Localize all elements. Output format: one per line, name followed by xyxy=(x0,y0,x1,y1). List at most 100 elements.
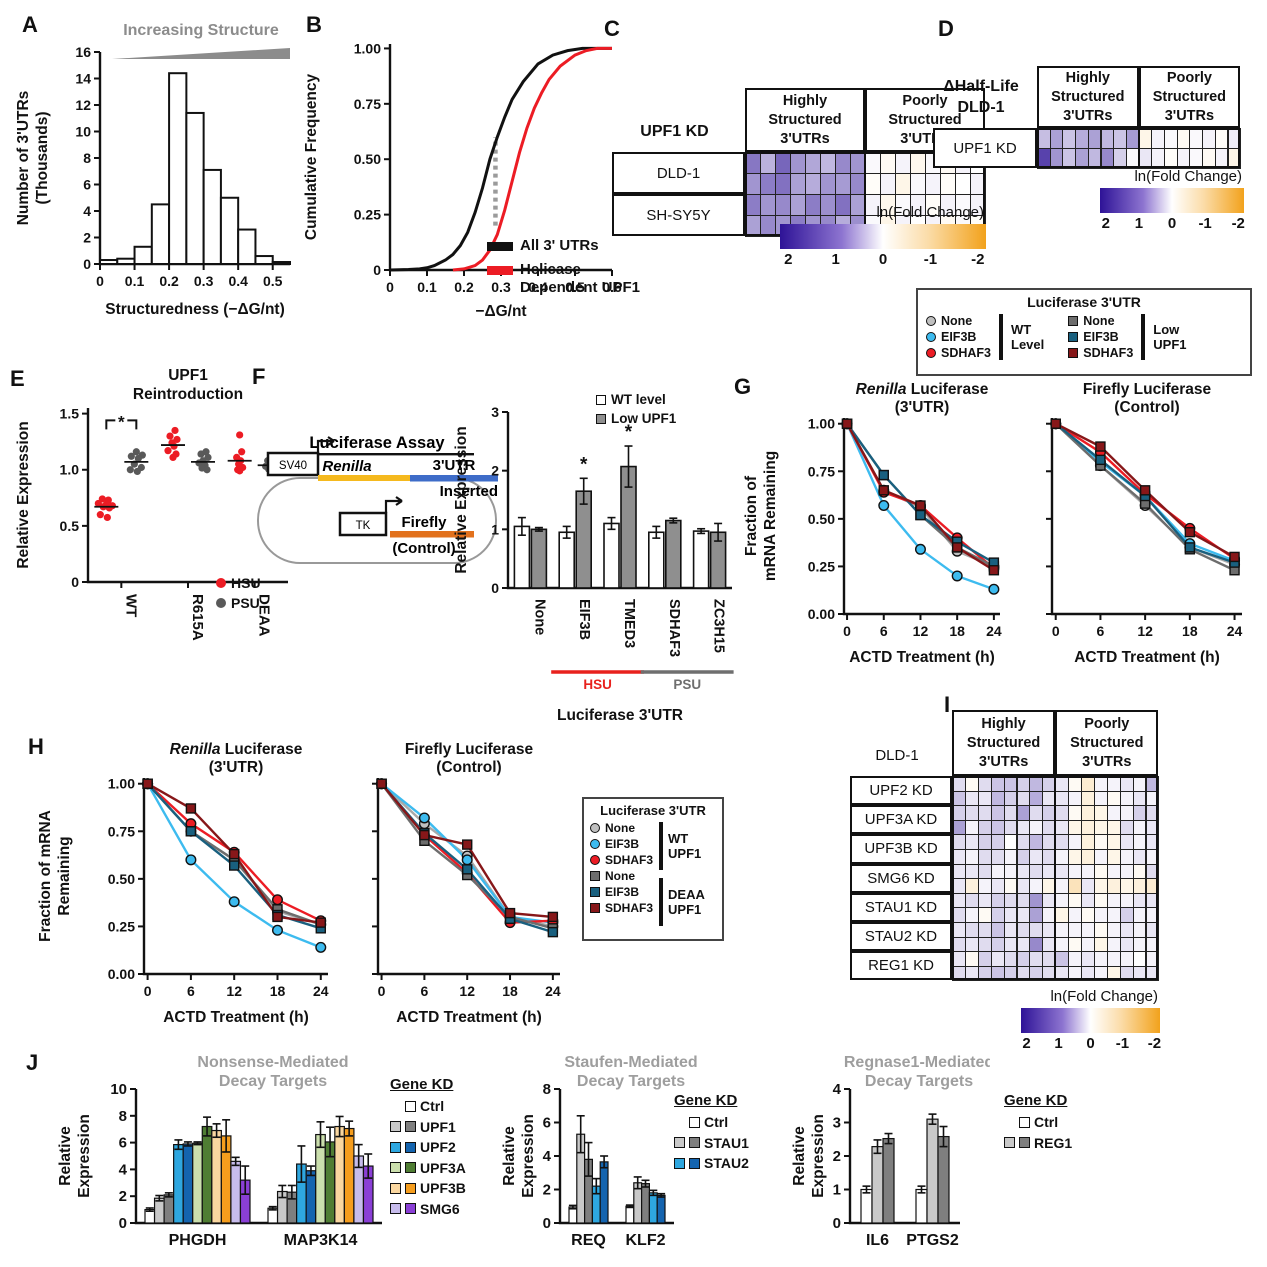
heatmap-cell xyxy=(1081,849,1095,865)
heatmap-cell xyxy=(1055,790,1070,807)
y-axis-label: Cumulative Frequency xyxy=(303,74,320,241)
y-tick-label: 3 xyxy=(833,1115,841,1132)
heatmap-cell xyxy=(1119,819,1134,836)
x-axis-label: Luciferase 3'UTR xyxy=(557,707,683,724)
heatmap-cell xyxy=(1093,849,1108,865)
heatmap-cell xyxy=(1055,776,1070,792)
regnase-targets-bars: 0 1 2 3 4 Relative Expression Regnase1-Mediated… xyxy=(791,1055,990,1249)
heatmap-cell xyxy=(1016,834,1031,850)
heatmap-cell xyxy=(990,878,1005,894)
y-tick-label: 10 xyxy=(75,124,91,140)
data-point xyxy=(103,513,111,522)
panel-c-letter: C xyxy=(604,16,620,41)
heatmap-cell xyxy=(745,215,761,237)
heatmap-cell xyxy=(1081,776,1095,792)
heatmap-cell xyxy=(1003,907,1018,923)
heatmap-cell xyxy=(1189,148,1204,169)
x-tick-label: 0 xyxy=(843,623,851,639)
heatmap-cell xyxy=(1093,892,1108,909)
heatmap-cell xyxy=(805,173,821,195)
heatmap-cell xyxy=(775,152,791,174)
heatmap-cell xyxy=(1113,148,1127,169)
y-axis-label: (Thousands) xyxy=(34,112,51,205)
heatmap-cell xyxy=(977,922,992,938)
data-point xyxy=(419,829,430,841)
x-tick-label: 0.2 xyxy=(159,273,179,289)
y-tick-label: 8 xyxy=(119,1108,127,1125)
data-point xyxy=(171,426,179,435)
data-point xyxy=(185,803,197,814)
heatmap-row-label: UPF1 KD xyxy=(933,128,1037,168)
heatmap-cell xyxy=(1068,790,1082,807)
heatmap-cell xyxy=(1003,965,1018,982)
data-point xyxy=(1139,485,1151,496)
sv40-promoter-box xyxy=(266,451,320,477)
bar xyxy=(201,1125,213,1224)
heatmap-cell xyxy=(952,922,966,938)
x-tick-label: 0.4 xyxy=(228,273,248,289)
smd-gene-kd-legend: Gene KD Ctrl STAU1 STAU2 xyxy=(674,1092,749,1171)
data-point xyxy=(915,509,926,521)
y-tick-label: 8 xyxy=(83,150,91,166)
heatmap-cell xyxy=(1132,805,1147,821)
y-axis-label: Relative xyxy=(791,1126,808,1186)
heatmap-column-header: Highly Structured 3'UTRs xyxy=(952,710,1056,776)
data-point xyxy=(315,941,327,953)
x-tick-label: 0.4 xyxy=(528,279,548,295)
color-scale-gradient xyxy=(1021,1008,1160,1033)
heatmap-cell xyxy=(990,863,1005,880)
legend-item: HSU xyxy=(216,575,261,591)
renilla-decay-chart-h: 0.00 0.25 0.50 0.75 1.00 0 6 12 18 24 Fraction of … xyxy=(37,741,329,1026)
g-legend-box: Luciferase 3'UTR None EIF3B SDHAF3 WT Lev… xyxy=(916,288,1252,376)
data-point xyxy=(878,485,889,496)
color-scale-gradient xyxy=(1100,188,1244,213)
heatmap-cell xyxy=(745,194,761,216)
heatmap-cell xyxy=(990,951,1005,967)
legend-divider xyxy=(659,822,664,870)
cumulative-frequency-chart: 0 0.25 0.50 0.75 1.00 0 0.1 0.2 0.3 0.4 0.5 0.6 Cumu… xyxy=(303,40,622,320)
x-tick-label: 24 xyxy=(1227,623,1243,639)
bar xyxy=(334,1125,345,1224)
heatmap-corner-label: UPF1 KD xyxy=(640,123,709,140)
x-tick-label: 12 xyxy=(1137,623,1153,639)
heatmap-cell xyxy=(977,790,992,807)
bar xyxy=(915,1188,928,1224)
x-tick-label: 0.1 xyxy=(417,279,437,295)
chart-title: Nonsense-Mediated xyxy=(197,1055,348,1071)
data-point xyxy=(236,467,244,475)
data-point xyxy=(272,911,283,923)
data-point xyxy=(203,466,211,474)
y-tick-label: 0.50 xyxy=(108,871,135,887)
ecdf-legend: All 3' UTRs Helicase- Dependent UPF1 xyxy=(487,237,640,303)
histogram-bar xyxy=(237,228,257,266)
heatmap-cell xyxy=(1106,907,1121,923)
bar xyxy=(656,1194,666,1224)
heatmap-cell xyxy=(977,936,992,953)
data-point xyxy=(841,418,853,429)
heatmap-cell xyxy=(1087,148,1102,169)
x-tick-label: 0.3 xyxy=(491,279,511,295)
promoter-arrow-icon xyxy=(316,436,335,453)
data-point xyxy=(96,511,104,519)
legend-item: All 3' UTRs xyxy=(487,237,640,255)
bar xyxy=(937,1135,950,1224)
y-axis-label: Expression xyxy=(810,1114,827,1198)
data-point xyxy=(271,924,283,936)
heatmap-cell xyxy=(977,863,992,880)
heatmap-cell xyxy=(1093,776,1108,792)
heatmap-cell xyxy=(1068,819,1082,836)
heatmap-cell xyxy=(1055,907,1070,923)
heatmap-cell xyxy=(895,173,911,195)
significance-bracket xyxy=(105,419,138,430)
heatmap-cell xyxy=(977,776,992,792)
heatmap-cell xyxy=(977,805,992,821)
group-label: HSU xyxy=(583,677,612,692)
y-tick-label: 4 xyxy=(83,203,91,219)
heatmap-cell xyxy=(1029,849,1044,865)
heatmap-cell xyxy=(1093,965,1108,982)
x-tick-label: 18 xyxy=(502,983,518,999)
y-tick-label: 2 xyxy=(543,1182,551,1199)
